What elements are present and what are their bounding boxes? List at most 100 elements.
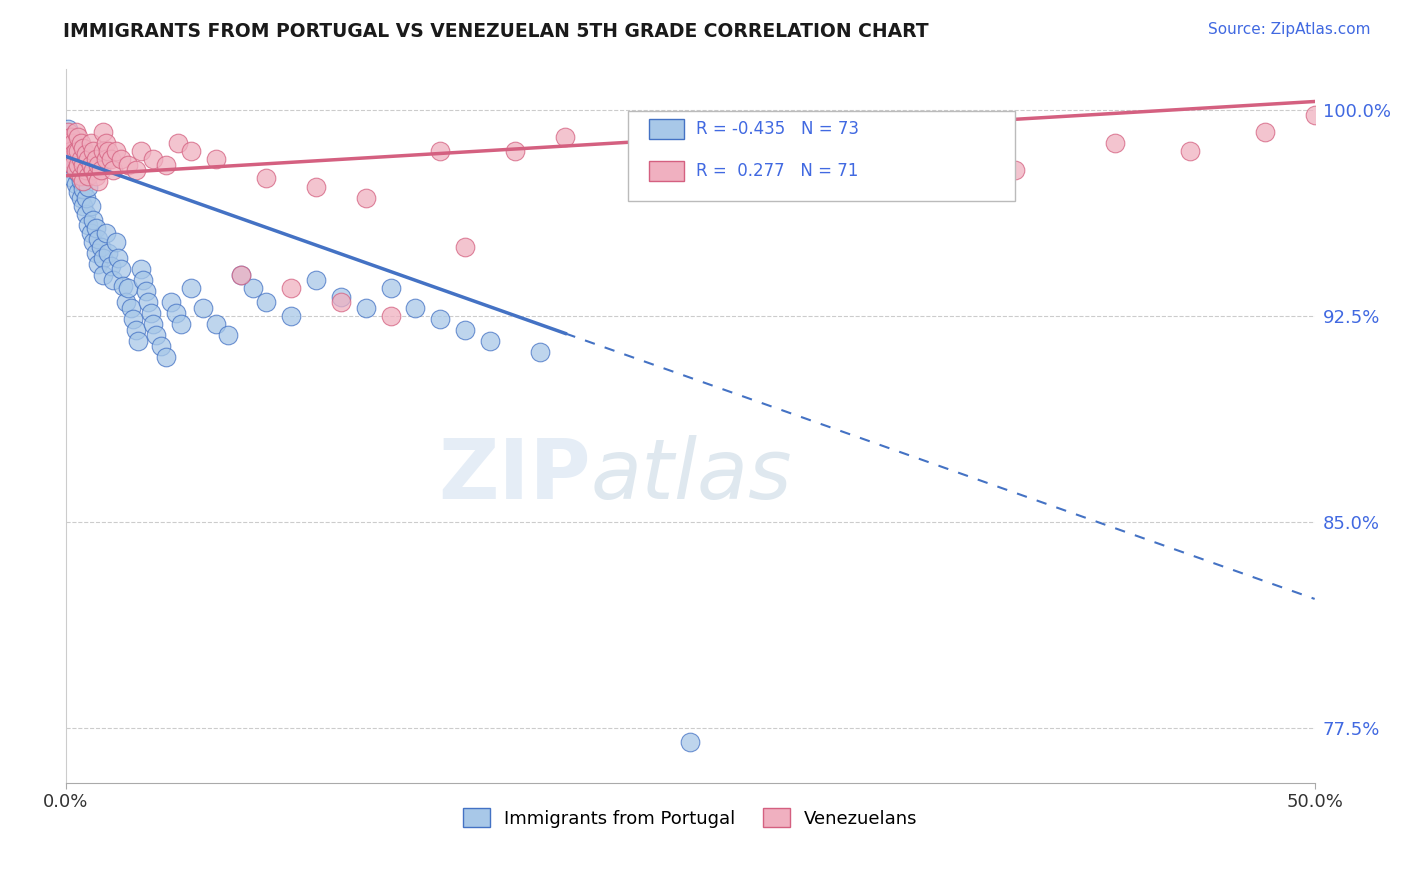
Point — [72, 174, 94, 188]
Point — [77, 218, 100, 232]
Point — [380, 281, 402, 295]
Point — [94, 227, 117, 241]
Point — [67, 185, 90, 199]
Point — [679, 144, 702, 158]
Point — [59, 144, 82, 158]
Point — [103, 273, 125, 287]
Point — [217, 328, 239, 343]
Point — [90, 240, 112, 254]
Point — [380, 309, 402, 323]
Point — [65, 144, 87, 158]
Point — [72, 141, 94, 155]
Point — [59, 152, 82, 166]
Point — [479, 334, 502, 348]
Point — [329, 290, 352, 304]
Point — [84, 221, 107, 235]
Point — [159, 295, 181, 310]
Point — [104, 144, 127, 158]
Point — [354, 191, 377, 205]
Point — [142, 152, 165, 166]
FancyBboxPatch shape — [628, 112, 1015, 201]
Point — [127, 334, 149, 348]
Point — [129, 262, 152, 277]
Point — [405, 301, 427, 315]
Point — [180, 281, 202, 295]
Point — [170, 317, 193, 331]
Point — [59, 130, 82, 145]
Point — [112, 278, 135, 293]
Point — [58, 136, 80, 150]
FancyBboxPatch shape — [650, 161, 683, 181]
Point — [132, 273, 155, 287]
Point — [1004, 163, 1026, 178]
Point — [1104, 136, 1126, 150]
Point — [135, 284, 157, 298]
Point — [94, 136, 117, 150]
Point — [59, 144, 82, 158]
Point — [65, 125, 87, 139]
Text: Source: ZipAtlas.com: Source: ZipAtlas.com — [1208, 22, 1371, 37]
Point — [155, 350, 177, 364]
Text: ZIP: ZIP — [437, 435, 591, 516]
Point — [77, 169, 100, 183]
Point — [69, 191, 91, 205]
Point — [80, 136, 103, 150]
Point — [204, 317, 226, 331]
Point — [103, 163, 125, 178]
Point — [82, 235, 104, 249]
Point — [75, 207, 97, 221]
Point — [62, 141, 84, 155]
Point — [929, 158, 952, 172]
Point — [149, 339, 172, 353]
Point — [69, 136, 91, 150]
Point — [62, 163, 84, 178]
Point — [67, 130, 90, 145]
Point — [304, 273, 326, 287]
Point — [58, 136, 80, 150]
Point — [280, 281, 302, 295]
Point — [91, 125, 114, 139]
Point — [91, 144, 114, 158]
Point — [804, 152, 827, 166]
Point — [122, 311, 145, 326]
Point — [304, 179, 326, 194]
Point — [100, 260, 122, 274]
Point — [62, 146, 84, 161]
Point — [167, 136, 190, 150]
Point — [125, 163, 148, 178]
Point — [77, 152, 100, 166]
Point — [429, 311, 451, 326]
Text: atlas: atlas — [591, 435, 792, 516]
Point — [77, 179, 100, 194]
Point — [139, 306, 162, 320]
Point — [117, 281, 139, 295]
Point — [72, 199, 94, 213]
Point — [80, 227, 103, 241]
Point — [1178, 144, 1201, 158]
Point — [67, 144, 90, 158]
Point — [82, 163, 104, 178]
Point — [204, 152, 226, 166]
Point — [142, 317, 165, 331]
Point — [679, 735, 702, 749]
Point — [97, 245, 120, 260]
Point — [120, 301, 142, 315]
Point — [90, 163, 112, 178]
Point — [1254, 125, 1277, 139]
Text: R = -0.435   N = 73: R = -0.435 N = 73 — [696, 120, 859, 137]
Point — [65, 158, 87, 172]
Point — [554, 130, 576, 145]
Point — [80, 199, 103, 213]
Point — [65, 163, 87, 178]
Legend: Immigrants from Portugal, Venezuelans: Immigrants from Portugal, Venezuelans — [456, 801, 925, 835]
Point — [329, 295, 352, 310]
Point — [67, 166, 90, 180]
Point — [505, 144, 527, 158]
Point — [67, 158, 90, 172]
Point — [62, 158, 84, 172]
Point — [136, 295, 159, 310]
Point — [87, 232, 110, 246]
Point — [59, 130, 82, 145]
Point — [193, 301, 215, 315]
Point — [1303, 108, 1326, 122]
